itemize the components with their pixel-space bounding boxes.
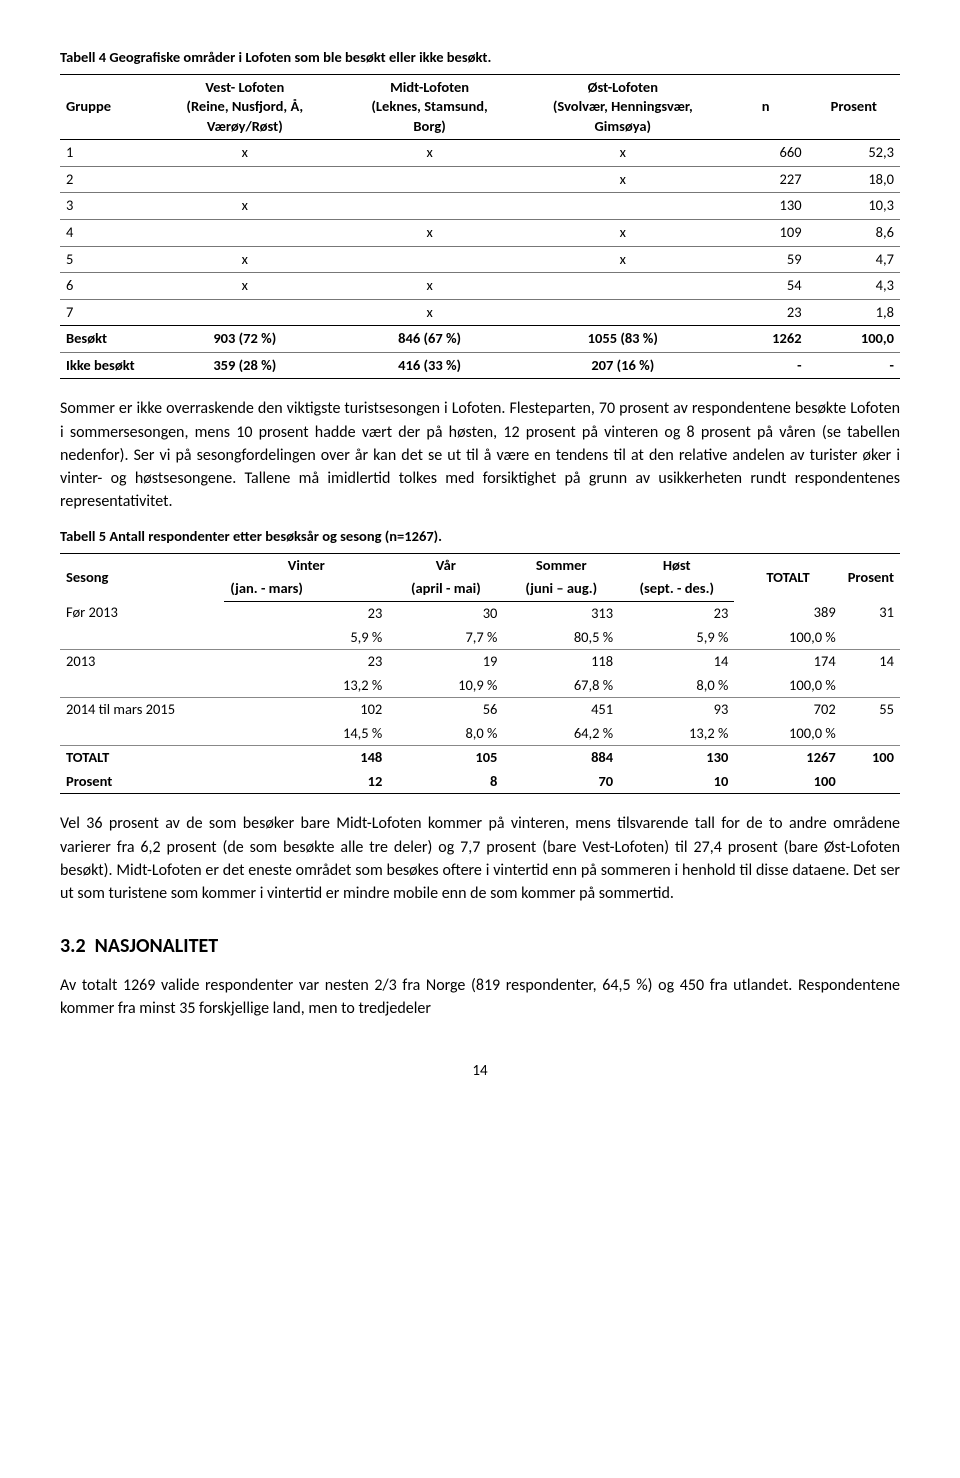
table-summary-row: Ikke besøkt359 (28 %)416 (33 %)207 (16 %…	[60, 352, 900, 379]
t2-h-prosent: Prosent	[842, 553, 900, 601]
table2-caption: Tabell 5 Antall respondenter etter besøk…	[60, 527, 900, 547]
table-row: 7x231,8	[60, 299, 900, 326]
t1-h-midt: Midt-Lofoten(Leknes, Stamsund,Borg)	[337, 74, 522, 140]
t1-h-n: n	[724, 74, 808, 140]
t2-h-sesong: Sesong	[60, 553, 224, 601]
table-summary-row: Besøkt903 (72 %)846 (67 %)1055 (83 %)126…	[60, 326, 900, 353]
t2-h-host: Høst	[619, 553, 734, 577]
table-row: 1xxx66052,3	[60, 140, 900, 167]
table-row: 201323191181417414	[60, 650, 900, 674]
t2-h-host-sub: (sept. - des.)	[619, 577, 734, 601]
section-title: NASJONALITET	[95, 934, 218, 958]
table1: Gruppe Vest- Lofoten(Reine, Nusfjord, Å,…	[60, 74, 900, 380]
t2-h-sommer: Sommer	[503, 553, 619, 577]
table-total-pct-row: Prosent1287010100	[60, 770, 900, 794]
table-row-pct: 5,9 %7,7 %80,5 %5,9 %100,0 %	[60, 626, 900, 650]
table-row-pct: 13,2 %10,9 %67,8 %8,0 %100,0 %	[60, 674, 900, 698]
page-number: 14	[60, 1061, 900, 1081]
t2-h-sommer-sub: (juni – aug.)	[503, 577, 619, 601]
table-total-row: TOTALT1481058841301267100	[60, 746, 900, 770]
table-row: 2014 til mars 2015102564519370255	[60, 698, 900, 722]
table-row: 2x22718,0	[60, 166, 900, 193]
table-row: 4xx1098,6	[60, 219, 900, 246]
paragraph-3: Av totalt 1269 valide respondenter var n…	[60, 974, 900, 1020]
table1-caption: Tabell 4 Geografiske områder i Lofoten s…	[60, 48, 900, 68]
section-number: 3.2	[60, 934, 86, 958]
t1-h-prosent: Prosent	[808, 74, 900, 140]
table-row-pct: 14,5 %8,0 %64,2 %13,2 %100,0 %	[60, 722, 900, 746]
table-row: 3x13010,3	[60, 193, 900, 220]
table-row: Før 201323303132338931	[60, 601, 900, 625]
t1-h-gruppe: Gruppe	[60, 74, 152, 140]
t2-h-vinter-sub: (jan. - mars)	[224, 577, 388, 601]
table-row: 5xx594,7	[60, 246, 900, 273]
table-row: 6xx544,3	[60, 273, 900, 300]
section-heading: 3.2 NASJONALITET	[60, 933, 900, 960]
paragraph-1: Sommer er ikke overraskende den viktigst…	[60, 397, 900, 513]
paragraph-2: Vel 36 prosent av de som besøker bare Mi…	[60, 812, 900, 905]
t2-h-vinter: Vinter	[224, 553, 388, 577]
t2-h-var: Vår	[388, 553, 503, 577]
t1-h-vest: Vest- Lofoten(Reine, Nusfjord, Å,Værøy/R…	[152, 74, 337, 140]
t2-h-totalt: TOTALT	[734, 553, 841, 601]
t2-h-var-sub: (april - mai)	[388, 577, 503, 601]
t1-h-ost: Øst-Lofoten(Svolvær, Henningsvær,Gimsøya…	[522, 74, 724, 140]
table2: Sesong Vinter Vår Sommer Høst TOTALT Pro…	[60, 553, 900, 795]
